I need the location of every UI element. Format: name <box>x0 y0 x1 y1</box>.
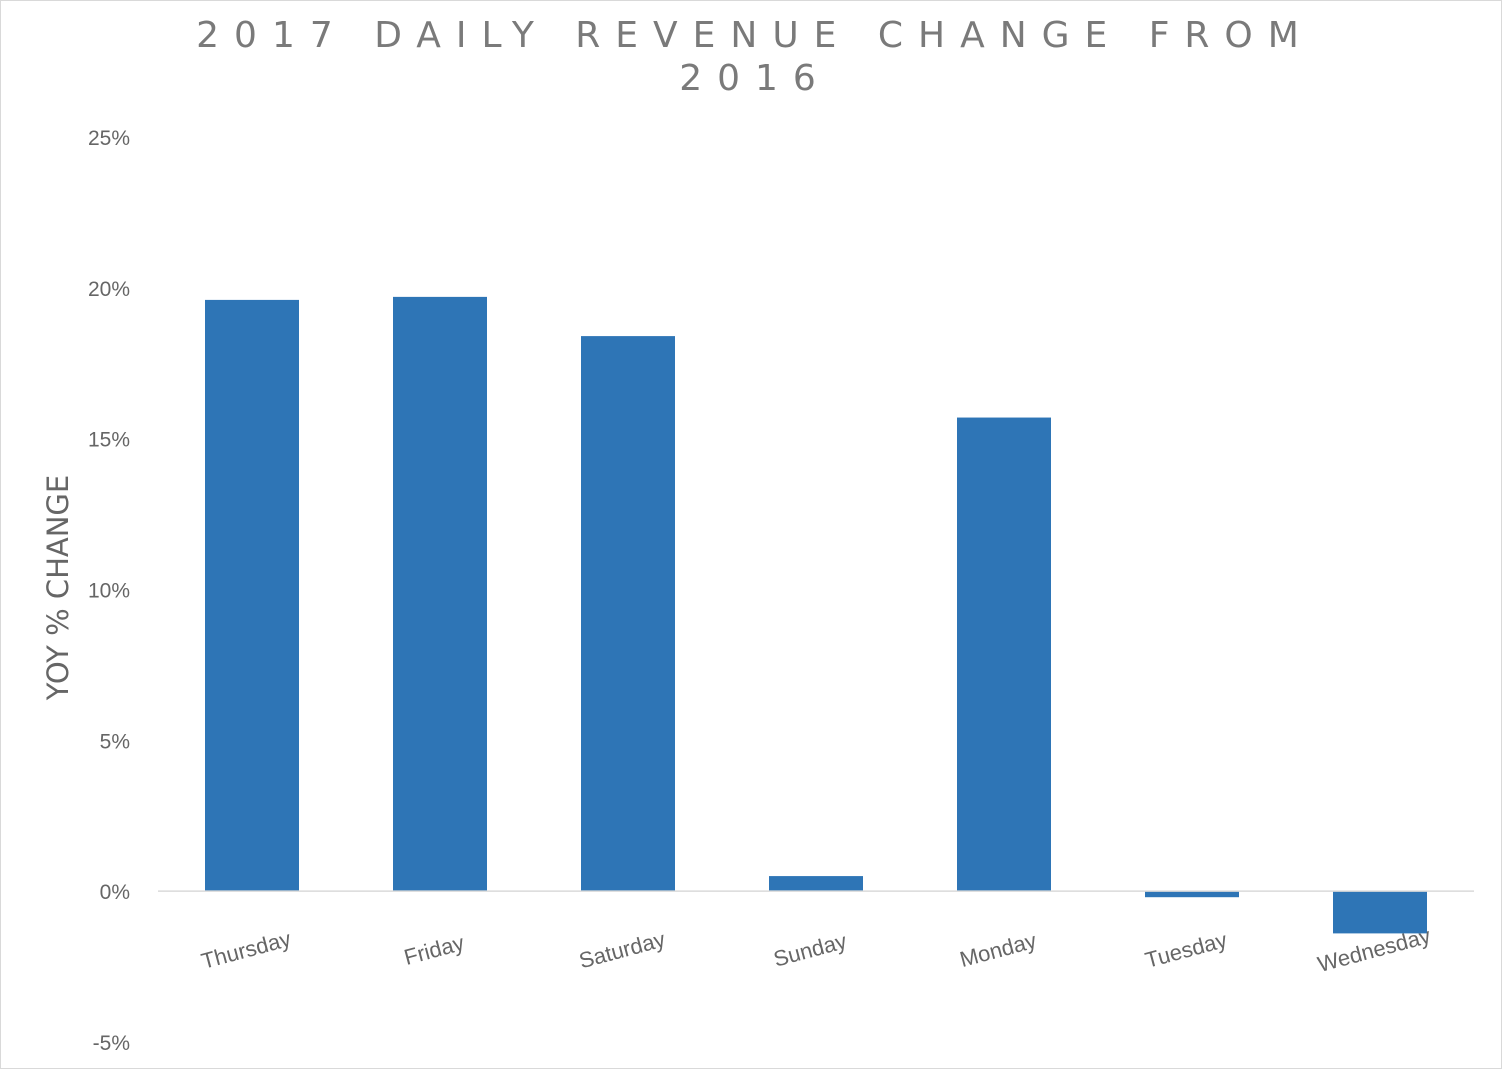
y-tick-label: 25% <box>88 127 130 150</box>
y-tick-label: -5% <box>93 1032 130 1055</box>
bar-sunday <box>769 876 863 892</box>
y-axis-ticks: 25% 20% 15% 10% 5% 0% -5% <box>88 127 130 1055</box>
bar-monday <box>957 417 1051 892</box>
y-tick-label: 0% <box>100 881 130 904</box>
x-tick-label: Friday <box>401 930 467 970</box>
y-tick-label: 10% <box>88 580 130 603</box>
x-tick-label: Saturday <box>576 926 668 973</box>
y-tick-label: 20% <box>88 278 130 301</box>
bar-saturday <box>581 336 675 892</box>
x-tick-label: Tuesday <box>1142 927 1229 973</box>
y-axis-title: YOY % CHANGE <box>41 475 75 701</box>
bar-tuesday <box>1145 891 1239 898</box>
bar-friday <box>393 296 487 892</box>
x-tick-label: Thursday <box>199 926 294 974</box>
chart-title: 2017 Daily Revenue Change from 2016 <box>196 15 1314 99</box>
bar-wednesday <box>1333 891 1427 934</box>
y-tick-label: 5% <box>100 730 130 753</box>
bars <box>205 296 1427 934</box>
x-tick-label: Monday <box>957 928 1039 972</box>
x-tick-label: Sunday <box>771 928 850 971</box>
x-axis-labels: Thursday Friday Saturday Sunday Monday Tuesda… <box>199 923 1434 977</box>
y-tick-label: 15% <box>88 429 130 452</box>
bar-thursday <box>205 299 299 892</box>
